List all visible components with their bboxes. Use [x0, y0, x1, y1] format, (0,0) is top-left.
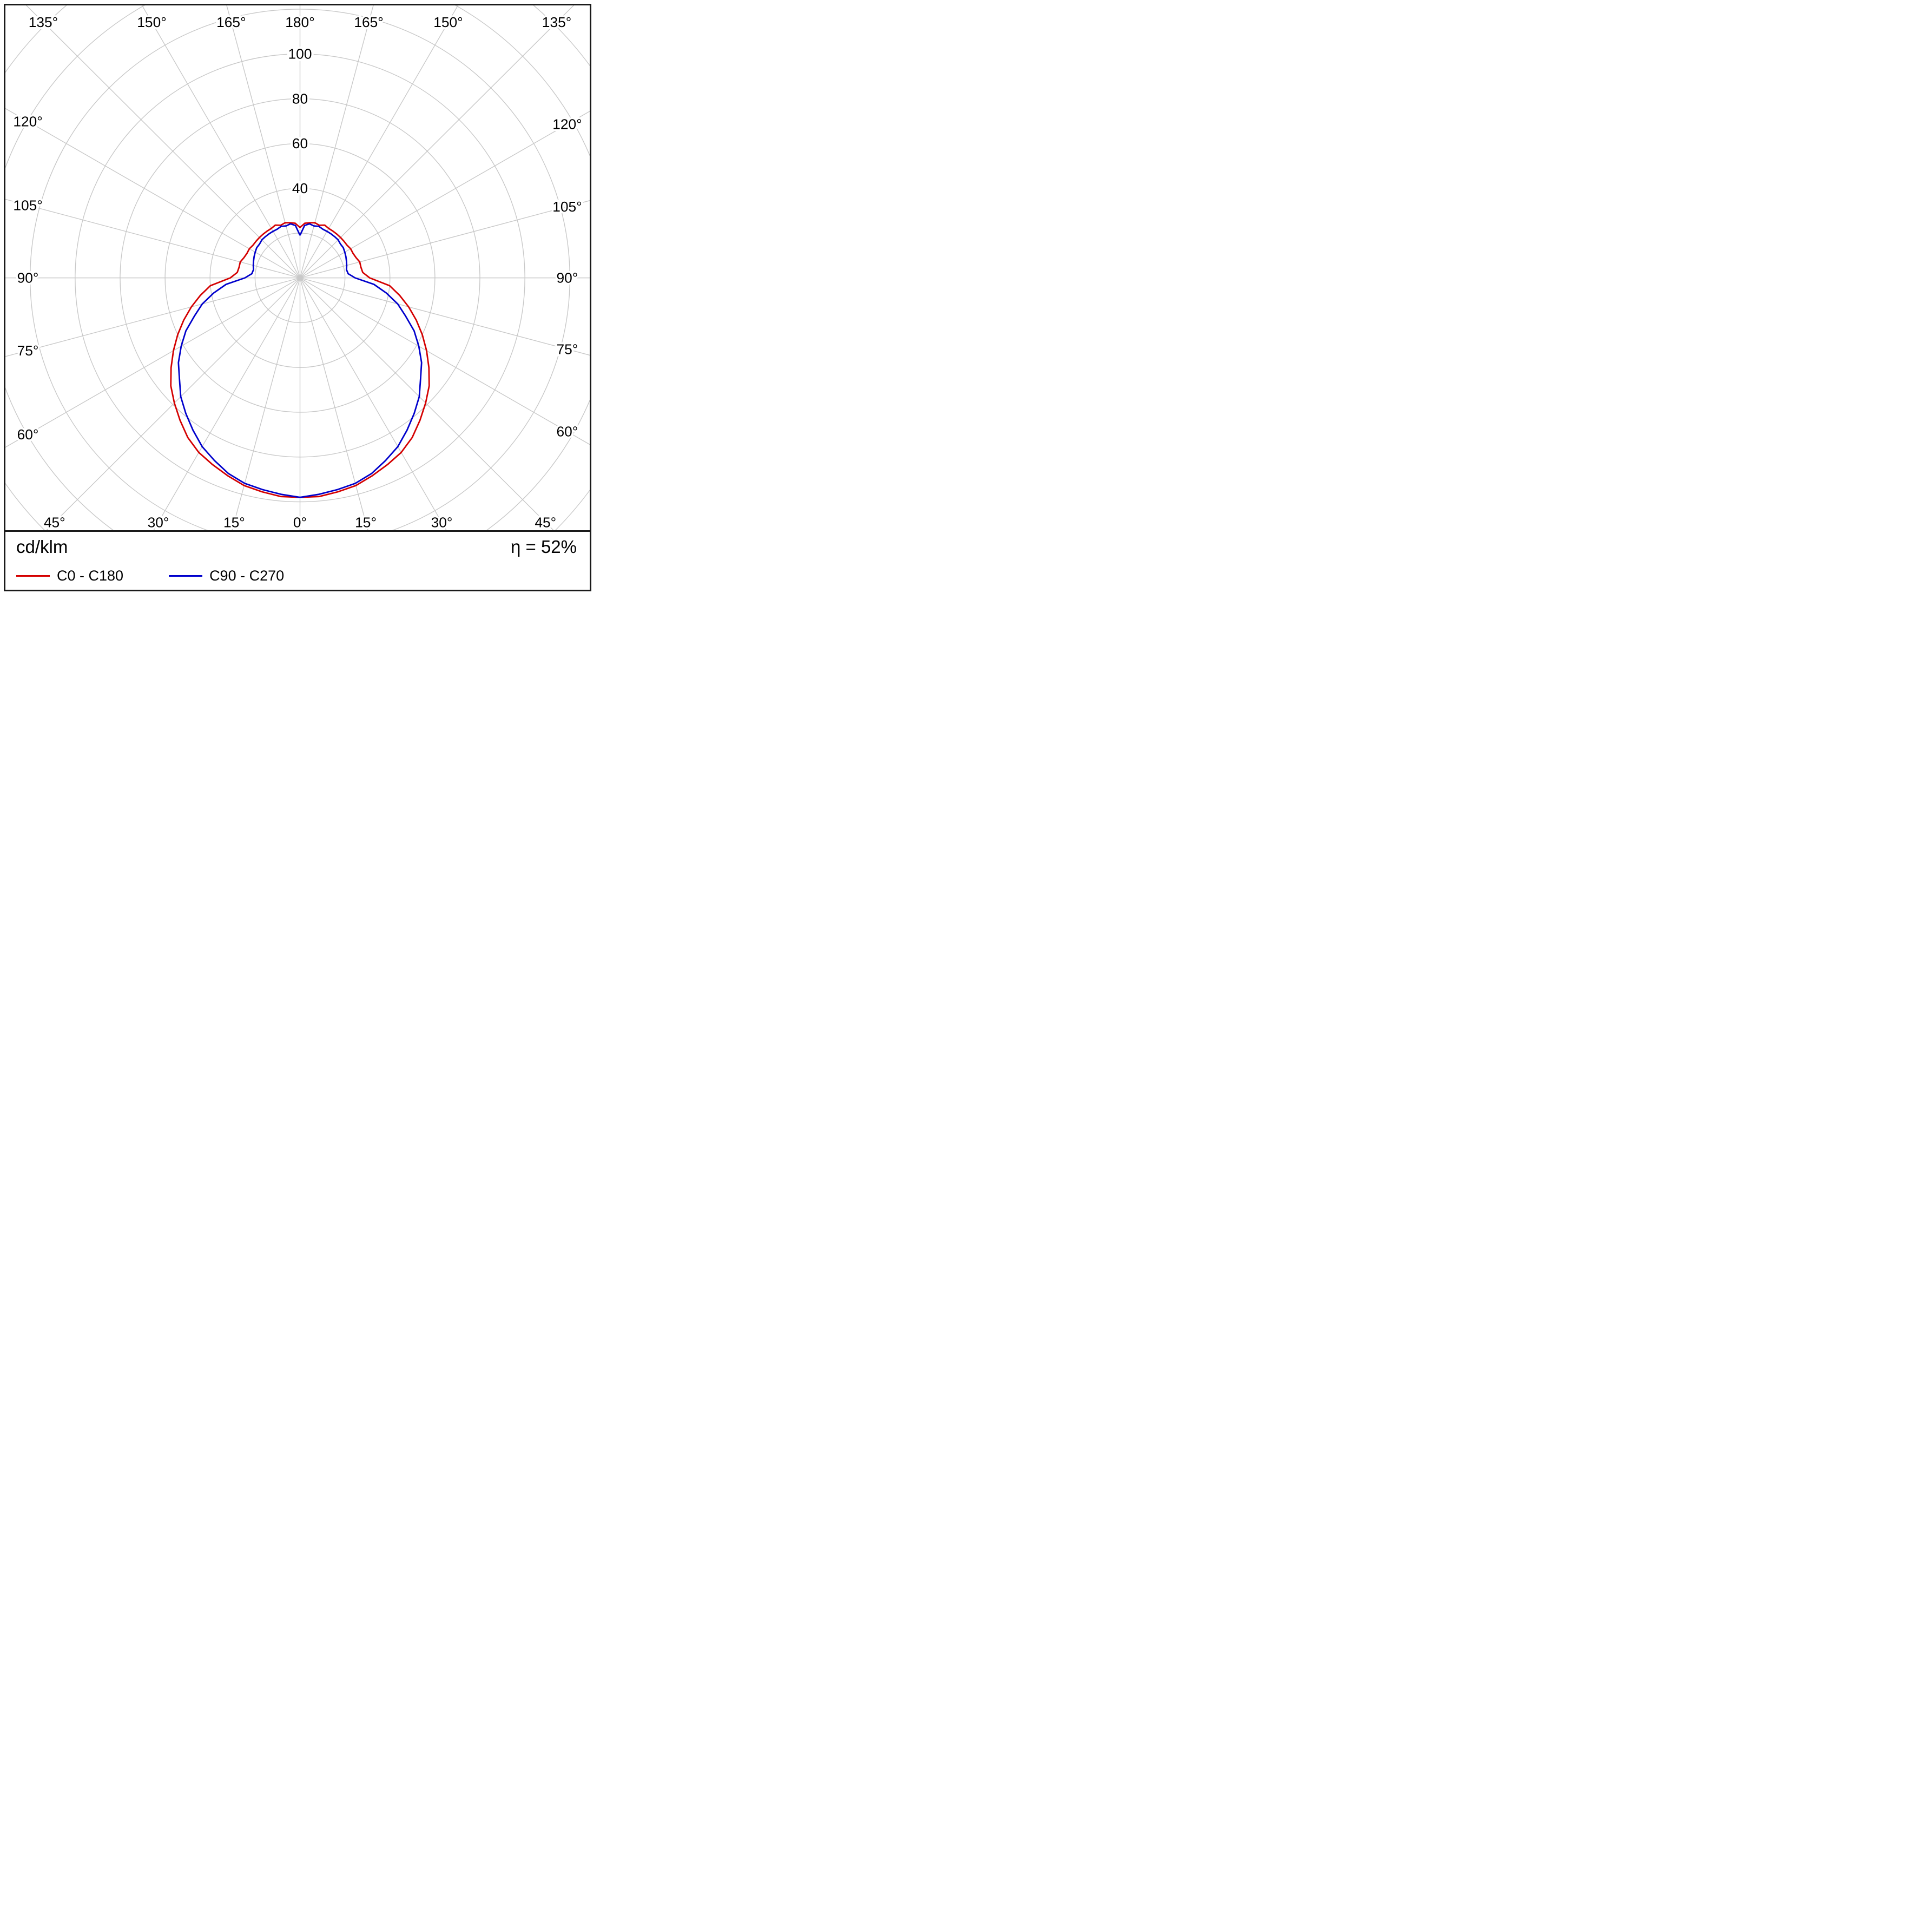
grid-ray — [226, 5, 301, 278]
grid-ray — [300, 200, 590, 279]
grid-ray — [5, 108, 300, 279]
angle-label: 120° — [13, 113, 42, 129]
footer: cd/klm η = 52% C0 - C180 C90 - C270 — [5, 533, 590, 590]
polar-chart: 40 60 80 100 0° 15° 15° 30° 30° 45° 45° 60° 60° 75° 75… — [5, 5, 590, 530]
grid-ray — [232, 278, 301, 530]
legend-label-c0-c180: C0 - C180 — [57, 568, 124, 584]
grid-ray — [5, 199, 300, 279]
angle-label: 30° — [148, 515, 169, 530]
grid-ray — [300, 110, 590, 279]
angle-label: 150° — [137, 14, 166, 30]
angle-label: 15° — [223, 515, 245, 530]
angle-label: 150° — [433, 14, 463, 30]
grid-ray — [141, 5, 301, 278]
polar-grid — [5, 5, 590, 530]
grid-ray — [300, 5, 575, 279]
angle-label: 90° — [17, 270, 39, 286]
grid-ray — [153, 278, 301, 530]
polar-plot-area: 40 60 80 100 0° 15° 15° 30° 30° 45° 45° 60° 60° 75° 75… — [5, 5, 590, 532]
angle-label: 120° — [552, 116, 582, 133]
efficiency-label: η = 52% — [510, 537, 577, 557]
legend-label-c90-c270: C90 - C270 — [209, 568, 285, 584]
angle-label: 30° — [431, 515, 453, 530]
grid-ray — [299, 5, 374, 278]
angle-label: 165° — [354, 14, 383, 30]
angle-label: 75° — [557, 341, 578, 357]
radial-tick-label: 100 — [288, 46, 312, 62]
radial-tick-label: 40 — [292, 180, 308, 196]
angle-label: 0° — [293, 515, 307, 530]
angle-label: 60° — [17, 426, 39, 443]
angle-label: 135° — [542, 14, 571, 30]
angle-label: 105° — [552, 199, 582, 215]
angle-label: 135° — [29, 14, 58, 30]
unit-label: cd/klm — [16, 537, 68, 557]
legend-entry-c90-c270: C90 - C270 — [169, 568, 284, 584]
angle-label: 45° — [44, 515, 65, 530]
radial-tick-label: 80 — [292, 91, 308, 107]
legend: C0 - C180 C90 - C270 — [16, 568, 329, 584]
grid-ray — [299, 278, 368, 530]
grid-ray — [5, 278, 300, 448]
grid-ray — [300, 278, 554, 530]
grid-ray — [299, 278, 447, 530]
grid-ray — [300, 277, 590, 356]
grid-ray — [46, 278, 300, 530]
angle-label: 180° — [285, 14, 314, 30]
photometric-diagram: 40 60 80 100 0° 15° 15° 30° 30° 45° 45° 60° 60° 75° 75… — [4, 4, 591, 591]
angle-label: 45° — [535, 515, 556, 530]
legend-swatch-c0-c180-icon — [16, 575, 50, 577]
angle-label: 165° — [216, 14, 246, 30]
angle-label: 90° — [557, 270, 578, 286]
angle-label: 75° — [17, 342, 39, 359]
angle-label: 105° — [13, 197, 42, 213]
grid-ray — [300, 278, 590, 445]
angle-label: 15° — [355, 515, 377, 530]
grid-ray — [25, 5, 300, 279]
angle-label: 60° — [557, 424, 578, 440]
grid-ray — [299, 5, 459, 278]
curve-c90-c270 — [177, 223, 423, 498]
legend-entry-c0-c180: C0 - C180 — [16, 568, 123, 584]
radial-tick-label: 60 — [292, 135, 308, 151]
legend-swatch-c90-c270-icon — [169, 575, 203, 577]
grid-ray — [5, 277, 300, 357]
